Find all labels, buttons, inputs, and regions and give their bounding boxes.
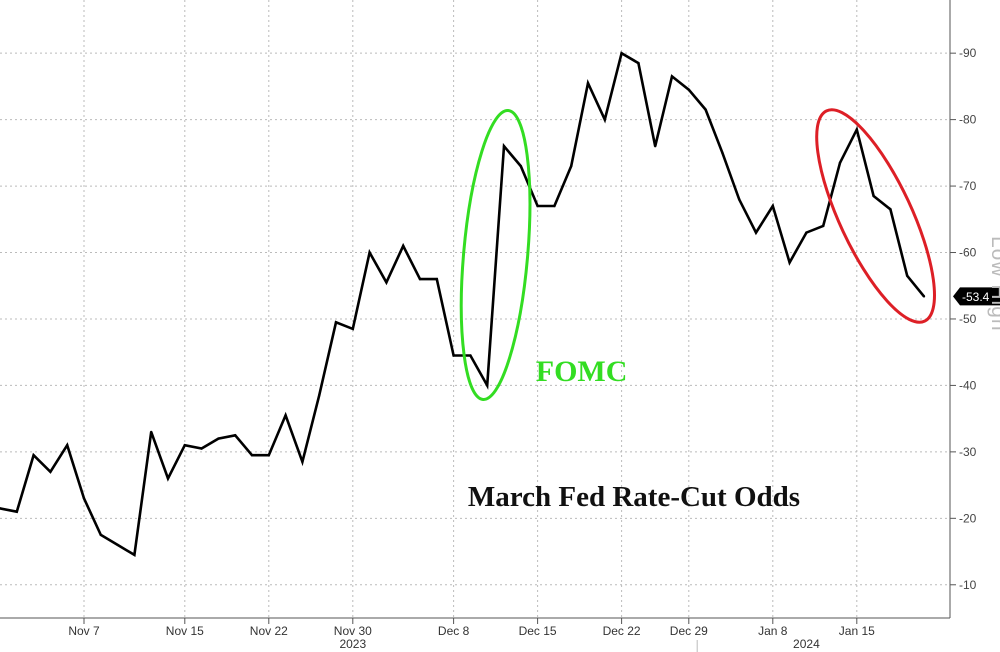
data-point	[805, 231, 808, 234]
data-point	[922, 295, 926, 298]
data-point	[435, 277, 438, 281]
x-tick-label: Dec 29	[670, 624, 708, 638]
data-point	[469, 354, 472, 357]
data-point	[822, 224, 825, 228]
data-point	[838, 161, 842, 165]
data-point	[217, 437, 220, 440]
x-tick-label: Nov 22	[250, 624, 288, 638]
data-point	[519, 164, 522, 168]
last-value-label: -53.4	[962, 290, 990, 304]
data-point	[687, 88, 690, 91]
last-value-box	[953, 287, 1000, 306]
data-point	[637, 61, 640, 65]
data-point	[183, 444, 186, 447]
data-point	[771, 204, 774, 208]
fomc-ellipse	[459, 109, 532, 401]
data-point	[620, 51, 623, 55]
data-point	[788, 261, 791, 264]
data-point	[536, 204, 539, 208]
data-point	[66, 444, 69, 447]
data-point	[267, 453, 270, 457]
x-tick-label: Dec 8	[438, 624, 470, 638]
y-tick-label: -30	[959, 445, 977, 459]
data-point	[418, 277, 422, 281]
data-point	[754, 231, 758, 234]
x-tick-label: Dec 15	[519, 624, 557, 638]
data-point	[32, 453, 35, 457]
data-point	[906, 274, 909, 277]
fomc-label: FOMC	[536, 355, 628, 388]
data-point	[721, 151, 724, 155]
x-tick-label: Nov 30	[334, 624, 372, 638]
data-point	[704, 108, 707, 111]
data-point	[234, 434, 237, 437]
data-point	[502, 144, 506, 148]
data-point	[0, 507, 2, 510]
data-point	[334, 321, 338, 324]
data-point	[586, 81, 590, 85]
data-point	[15, 510, 18, 513]
data-point	[49, 470, 52, 474]
y-tick-label: -40	[959, 378, 977, 392]
data-point	[603, 118, 606, 121]
data-point	[385, 281, 388, 284]
data-point	[200, 447, 203, 450]
data-point	[166, 477, 170, 480]
recent-drop-ellipse	[815, 108, 936, 324]
data-point	[570, 164, 573, 168]
data-point	[670, 75, 674, 78]
data-point	[654, 144, 657, 148]
series-line	[0, 51, 926, 558]
y-tick-label: -60	[959, 246, 977, 260]
data-point	[452, 354, 455, 357]
data-point	[99, 533, 103, 537]
data-point	[133, 553, 136, 557]
data-point	[402, 244, 405, 248]
x-tick-label: Nov 15	[166, 624, 204, 638]
data-point	[738, 198, 741, 201]
data-point	[368, 251, 371, 254]
y-tick-label: -90	[959, 46, 977, 60]
data-point	[116, 543, 119, 547]
data-point	[150, 430, 153, 434]
series	[0, 51, 926, 558]
year-label: 2024	[793, 637, 820, 651]
chart-title: March Fed Rate-Cut Odds	[468, 481, 800, 513]
data-point	[855, 128, 858, 131]
data-point	[301, 460, 304, 464]
data-point	[486, 384, 489, 387]
x-tick-label: Jan 8	[758, 624, 788, 638]
gridlines	[0, 0, 950, 618]
x-tick-label: Nov 7	[68, 624, 100, 638]
y-tick-label: -50	[959, 312, 977, 326]
year-label: 2023	[339, 637, 366, 651]
data-point	[318, 394, 321, 397]
y-tick-label: -80	[959, 113, 977, 127]
x-tick-label: Jan 15	[839, 624, 875, 638]
annotations: FOMC	[459, 108, 936, 401]
data-point	[889, 208, 892, 211]
data-point	[553, 204, 556, 208]
y-tick-label: -10	[959, 578, 977, 592]
x-tick-label: Dec 22	[603, 624, 641, 638]
side-label: Low High	[987, 236, 1000, 332]
data-point	[351, 327, 354, 331]
data-point	[82, 497, 86, 500]
y-tick-label: -70	[959, 179, 977, 193]
data-point	[250, 453, 254, 457]
data-point	[872, 194, 875, 198]
y-tick-label: -20	[959, 511, 977, 525]
data-point	[284, 414, 287, 417]
